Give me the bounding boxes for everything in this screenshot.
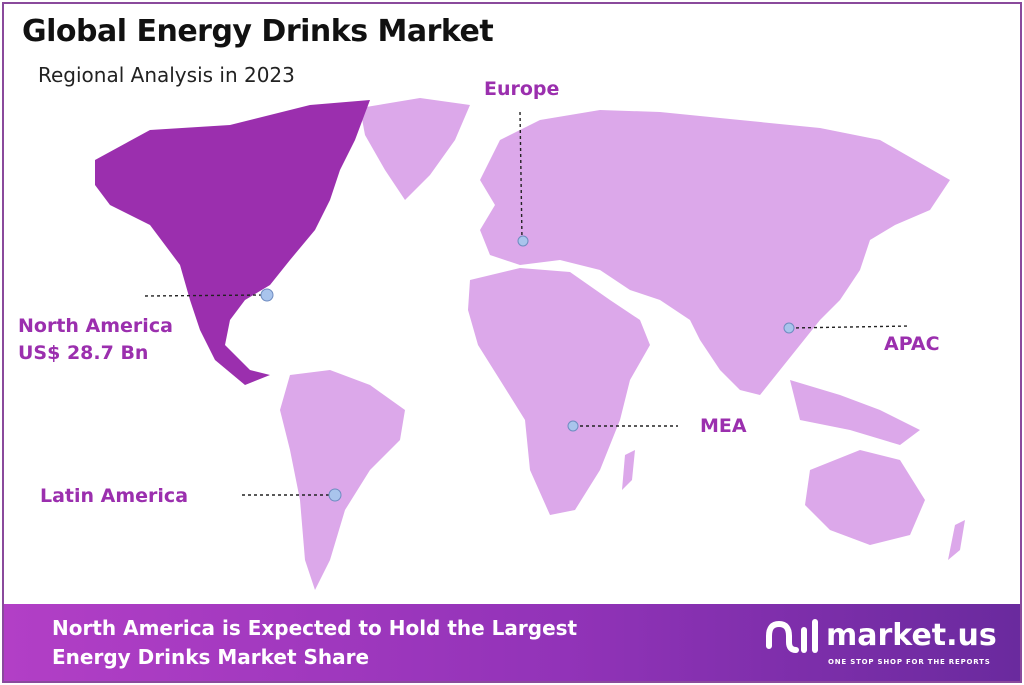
footer-banner: North America is Expected to Hold the La… <box>4 604 1020 681</box>
connector-apac <box>789 325 911 329</box>
connector-north-america <box>144 294 266 297</box>
greenland <box>360 98 470 200</box>
africa <box>468 268 650 515</box>
page-title: Global Energy Drinks Market <box>22 14 494 49</box>
label-europe: Europe <box>484 78 560 100</box>
footer-text: North America is Expected to Hold the La… <box>52 614 577 672</box>
new-zealand <box>948 520 965 560</box>
market-us-logo: market.us ONE STOP SHOP FOR THE REPORTS <box>764 616 997 666</box>
marker-apac <box>783 322 795 334</box>
marker-mea <box>567 420 579 432</box>
footer-line-1: North America is Expected to Hold the La… <box>52 616 578 640</box>
marker-latin-america <box>328 488 342 502</box>
north-america <box>95 100 370 385</box>
southeast-asia <box>790 380 920 445</box>
south-america <box>280 370 405 590</box>
label-north-america: North America <box>18 315 173 337</box>
australia <box>805 450 925 545</box>
label-mea: MEA <box>700 415 747 437</box>
logo-icon <box>766 619 818 653</box>
logo-brand: market.us <box>826 618 997 653</box>
madagascar <box>622 450 635 490</box>
logo-tagline: ONE STOP SHOP FOR THE REPORTS <box>828 658 991 666</box>
footer-line-2: Energy Drinks Market Share <box>52 645 370 669</box>
page-subtitle: Regional Analysis in 2023 <box>38 63 295 87</box>
label-latin-america: Latin America <box>40 485 189 507</box>
marker-europe <box>517 235 529 247</box>
value-north-america: US$ 28.7 Bn <box>18 342 149 364</box>
europe-asia <box>480 110 950 395</box>
label-apac: APAC <box>884 333 940 355</box>
marker-north-america <box>260 288 274 302</box>
world-map <box>95 98 965 590</box>
